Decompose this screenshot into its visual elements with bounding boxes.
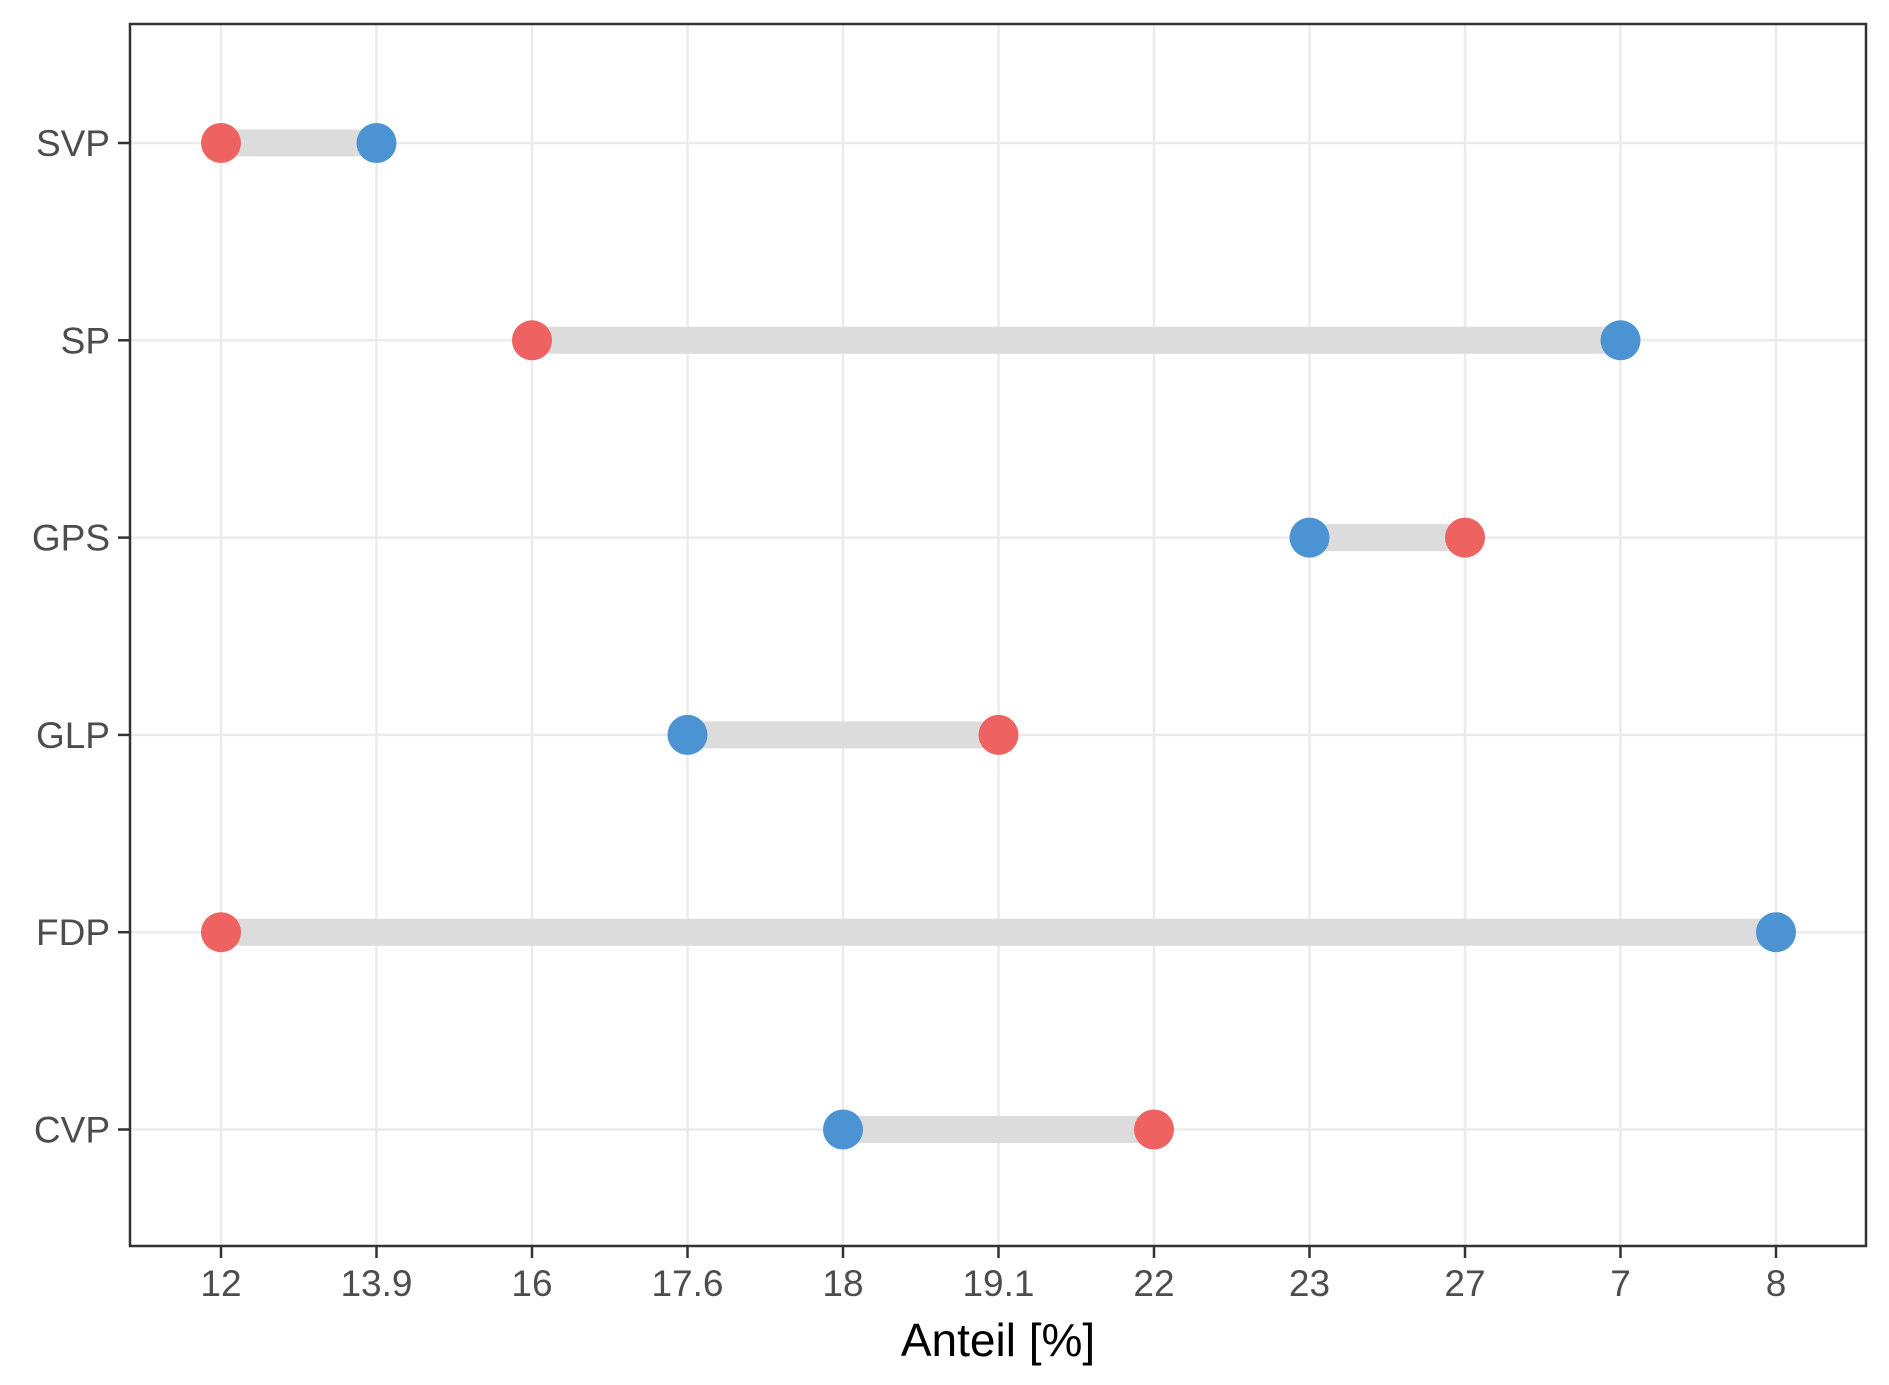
x-tick-label: 7 [1610,1263,1631,1304]
x-tick-label: 13.9 [340,1263,412,1304]
y-tick-label: SP [61,320,110,361]
dumbbell-points [201,123,1796,1150]
blue-point [1600,320,1641,361]
red-point [512,320,552,361]
x-axis-title: Anteil [%] [901,1314,1095,1366]
blue-point [356,123,397,163]
x-tick-label: 19.1 [962,1263,1034,1304]
blue-point [1756,912,1796,953]
red-point [1134,1109,1174,1150]
x-tick-label: 22 [1133,1263,1174,1304]
dumbbell-segments [221,129,1776,1143]
x-tick-label: 8 [1766,1263,1787,1304]
x-tick-label: 27 [1444,1263,1485,1304]
red-point [201,912,241,953]
x-tick-label: 23 [1289,1263,1330,1304]
red-point [201,123,241,163]
blue-point [667,714,708,755]
red-point [978,714,1019,755]
x-tick-label: 18 [822,1263,863,1304]
red-point [1445,517,1485,558]
y-tick-label: FDP [36,912,110,953]
blue-point [1289,517,1330,558]
y-tick-label: SVP [36,123,110,164]
x-tick-label: 17.6 [651,1263,723,1304]
x-tick-label: 12 [200,1263,241,1304]
x-tick-label: 16 [511,1263,552,1304]
y-tick-label: GLP [36,715,110,756]
y-tick-label: CVP [34,1110,110,1151]
y-tick-label: GPS [32,518,110,559]
blue-point [823,1109,863,1150]
axes: 12 13.9 16 17.6 18 19.1 22 23 27 7 8 SVP SP GPS GLP FDP… [32,123,1786,1304]
